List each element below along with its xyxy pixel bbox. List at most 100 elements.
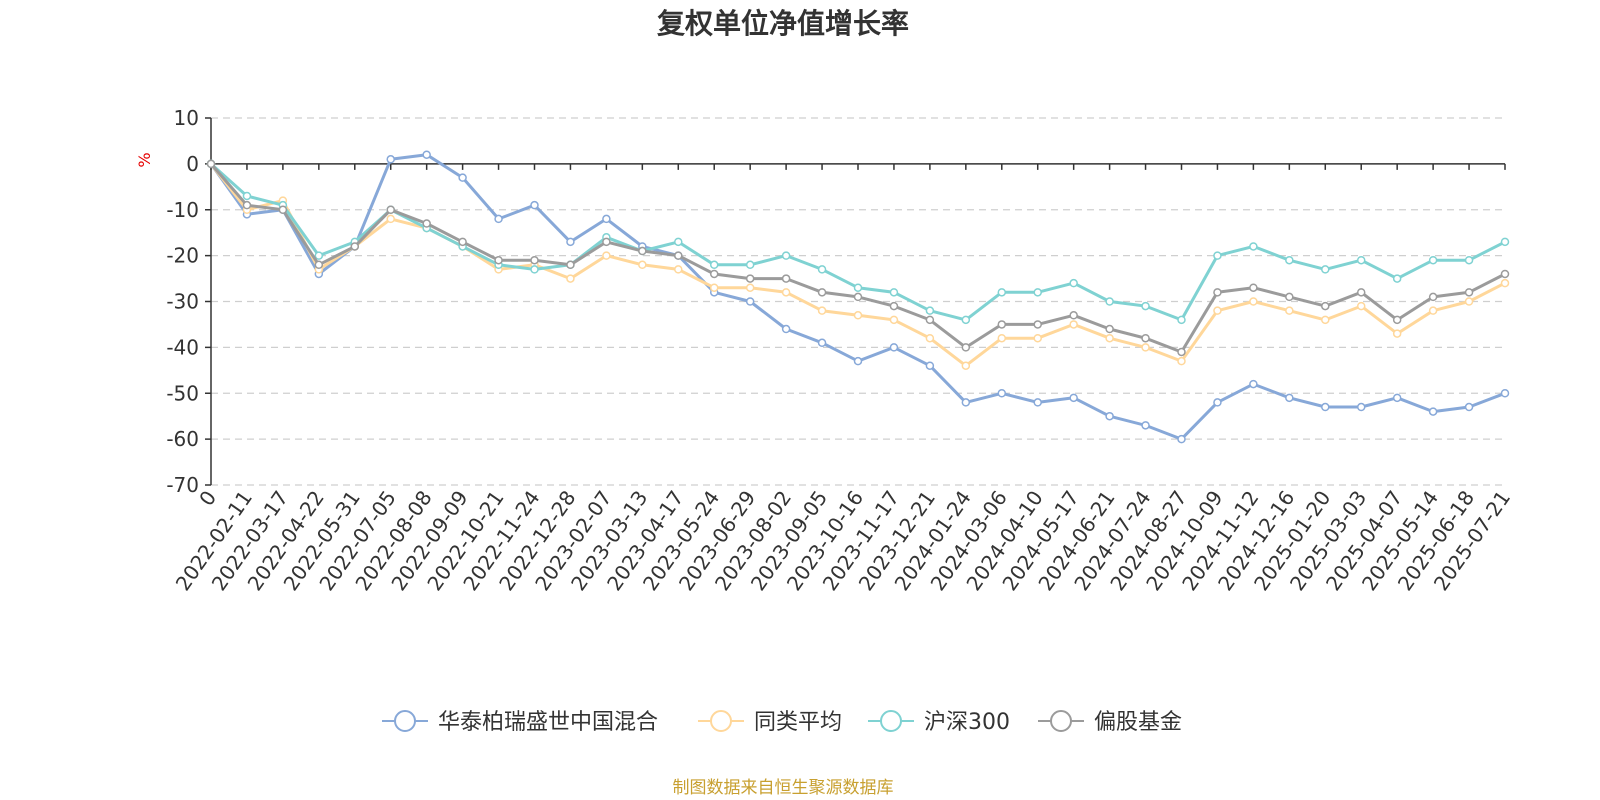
legend-item-0[interactable]: 华泰柏瑞盛世中国混合 — [382, 710, 658, 735]
data-point — [781, 324, 791, 334]
data-point — [1464, 288, 1474, 297]
legend-item-3[interactable]: 偏股基金 — [1038, 710, 1182, 735]
y-tick-label: -30 — [166, 290, 199, 314]
y-tick-label: -50 — [166, 381, 199, 405]
legend-label[interactable]: 华泰柏瑞盛世中国混合 — [438, 710, 658, 735]
data-point — [889, 343, 899, 352]
data-point — [1249, 283, 1258, 292]
data-point — [925, 315, 935, 325]
data-point — [602, 237, 611, 247]
data-point — [674, 265, 683, 274]
data-point — [925, 361, 935, 370]
data-point — [745, 283, 755, 292]
data-point — [674, 251, 683, 260]
data-point — [1285, 306, 1294, 315]
data-point — [1033, 320, 1042, 329]
data-point — [1141, 421, 1150, 430]
data-point — [997, 320, 1007, 329]
data-point — [1141, 343, 1150, 352]
data-point — [745, 297, 755, 306]
data-point — [1321, 402, 1330, 412]
data-point — [889, 288, 899, 297]
data-point — [1356, 402, 1366, 412]
data-point — [1177, 315, 1186, 325]
data-point — [709, 283, 719, 292]
data-point — [781, 274, 791, 283]
y-axis-unit: % — [135, 152, 154, 167]
legend-label[interactable]: 沪深300 — [924, 710, 1010, 735]
data-point — [745, 274, 755, 283]
y-tick-label: -40 — [166, 335, 199, 359]
legend-item-1[interactable]: 同类平均 — [698, 710, 842, 735]
data-point — [1177, 434, 1186, 444]
data-point — [386, 205, 395, 214]
data-point — [1428, 292, 1438, 302]
data-point — [1033, 333, 1042, 343]
data-point — [494, 255, 503, 265]
data-point — [1356, 301, 1366, 311]
legend-item-2[interactable]: 沪深300 — [868, 710, 1010, 735]
data-point — [314, 260, 324, 270]
data-point — [422, 219, 431, 228]
data-point — [386, 155, 395, 164]
data-point — [1500, 237, 1510, 247]
data-point — [925, 306, 935, 315]
data-point — [997, 389, 1007, 398]
y-tick-label: -70 — [166, 473, 199, 497]
legend-marker — [880, 710, 902, 732]
data-point — [422, 150, 431, 159]
data-point — [1249, 379, 1258, 389]
legend[interactable]: 华泰柏瑞盛世中国混合 同类平均 沪深300 偏股基金 — [382, 710, 1182, 735]
data-point — [1069, 320, 1078, 329]
data-point — [853, 311, 863, 320]
data-point — [530, 265, 539, 274]
data-point — [961, 315, 971, 325]
y-tick-label: 0 — [186, 152, 199, 176]
data-point — [674, 237, 683, 247]
data-point — [853, 292, 863, 302]
legend-label[interactable]: 偏股基金 — [1094, 710, 1182, 735]
legend-marker — [394, 710, 416, 732]
data-point — [1464, 255, 1474, 265]
data-point — [745, 260, 755, 270]
series-line — [209, 162, 1506, 354]
data-point — [638, 246, 647, 256]
data-point — [206, 159, 216, 169]
data-point — [566, 274, 575, 283]
data-point — [1033, 288, 1042, 297]
data-point — [1356, 288, 1366, 297]
data-point — [1069, 311, 1078, 320]
data-point — [1392, 329, 1402, 338]
data-point — [853, 283, 863, 292]
data-point — [889, 315, 899, 325]
x-tick-label: 0 — [194, 486, 221, 510]
y-tick-label: -10 — [166, 198, 199, 222]
data-point — [1428, 255, 1438, 265]
data-point — [997, 288, 1007, 297]
data-point — [1105, 333, 1114, 343]
data-point — [1105, 324, 1114, 334]
data-point — [1500, 278, 1510, 288]
data-point — [602, 251, 611, 260]
data-point — [1321, 265, 1330, 274]
data-point — [1321, 301, 1330, 311]
data-point — [853, 356, 863, 366]
data-point — [1177, 347, 1186, 357]
data-point — [530, 200, 539, 210]
data-point — [1177, 356, 1186, 366]
data-point — [1464, 297, 1474, 306]
data-point — [494, 214, 503, 224]
data-point — [1285, 393, 1294, 403]
legend-marker — [1050, 710, 1072, 732]
y-tick-label: -60 — [166, 427, 199, 451]
data-point — [386, 214, 395, 224]
data-point — [817, 288, 827, 297]
y-tick-label: -20 — [166, 244, 199, 268]
series-3 — [206, 159, 1510, 357]
data-point — [1141, 333, 1150, 343]
legend-label[interactable]: 同类平均 — [754, 710, 842, 735]
data-point — [961, 361, 971, 370]
data-point — [781, 251, 791, 260]
data-point — [1141, 301, 1150, 311]
